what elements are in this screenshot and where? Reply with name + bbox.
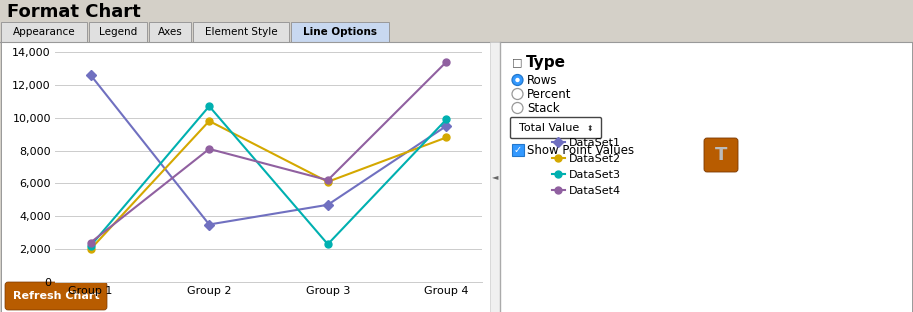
FancyBboxPatch shape: [1, 22, 87, 42]
Text: Total Value: Total Value: [519, 123, 579, 133]
Text: Refresh Chart: Refresh Chart: [13, 291, 100, 301]
Text: Rows: Rows: [527, 74, 558, 86]
FancyBboxPatch shape: [1, 42, 912, 312]
FancyBboxPatch shape: [291, 22, 389, 42]
Text: ✓: ✓: [513, 145, 521, 155]
Circle shape: [512, 75, 523, 85]
FancyBboxPatch shape: [89, 22, 147, 42]
Text: Appearance: Appearance: [13, 27, 75, 37]
Text: Line Options: Line Options: [303, 27, 377, 37]
Circle shape: [512, 103, 523, 114]
Circle shape: [515, 78, 519, 82]
Text: Format Chart: Format Chart: [7, 3, 141, 21]
Text: T: T: [715, 146, 727, 164]
Legend: DataSet1, DataSet2, DataSet3, DataSet4: DataSet1, DataSet2, DataSet3, DataSet4: [547, 134, 626, 201]
FancyBboxPatch shape: [149, 22, 191, 42]
Text: Percent: Percent: [527, 87, 572, 100]
Text: Type: Type: [526, 55, 566, 70]
FancyBboxPatch shape: [704, 138, 738, 172]
Text: Show Point Values: Show Point Values: [527, 144, 635, 157]
Text: ⬍: ⬍: [587, 124, 593, 133]
Text: Stack: Stack: [527, 101, 560, 115]
Circle shape: [512, 89, 523, 100]
FancyBboxPatch shape: [511, 144, 523, 156]
Text: □: □: [512, 57, 522, 67]
FancyBboxPatch shape: [193, 22, 289, 42]
FancyBboxPatch shape: [510, 118, 602, 139]
FancyBboxPatch shape: [490, 42, 500, 312]
Text: ◄: ◄: [492, 173, 498, 182]
Text: Axes: Axes: [158, 27, 183, 37]
FancyBboxPatch shape: [5, 282, 107, 310]
Text: Legend: Legend: [99, 27, 137, 37]
Text: Element Style: Element Style: [205, 27, 278, 37]
